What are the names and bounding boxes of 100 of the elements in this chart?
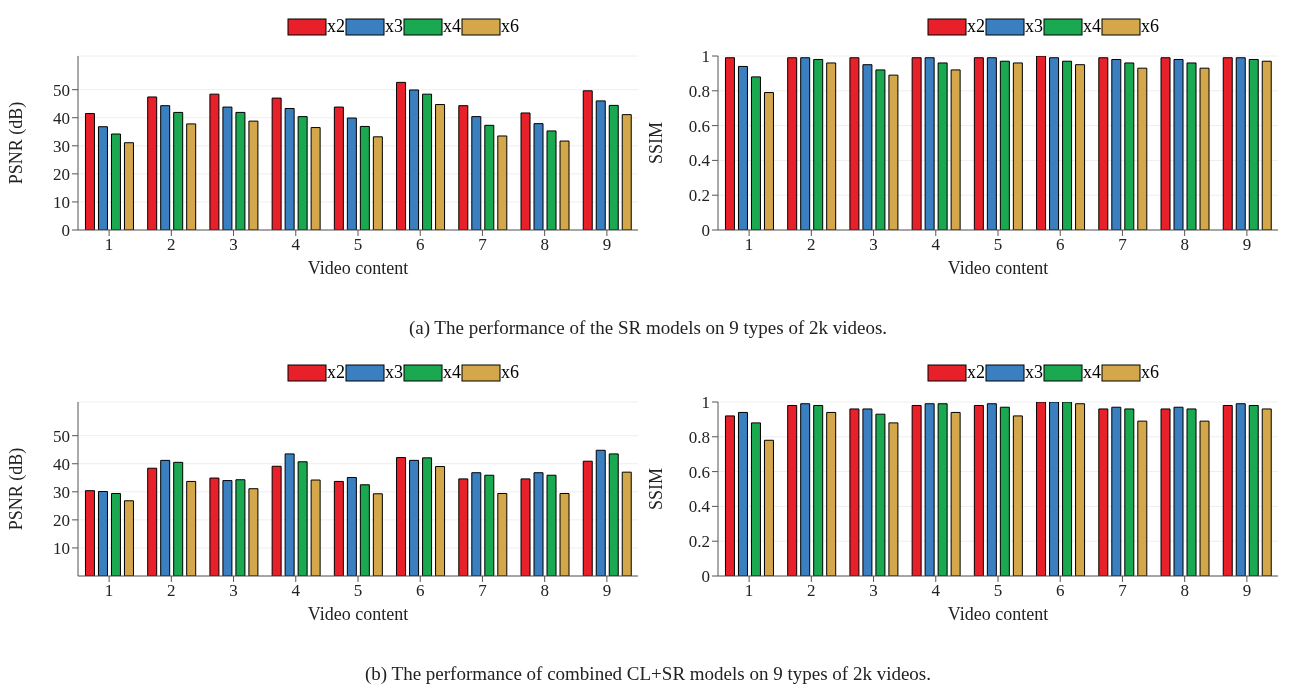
bar bbox=[160, 459, 171, 576]
bar bbox=[359, 125, 370, 230]
y-tick-label: 40 bbox=[53, 454, 70, 474]
bar bbox=[813, 404, 824, 576]
bar bbox=[1062, 60, 1073, 230]
y-tick-label: 0.8 bbox=[688, 427, 710, 447]
bar bbox=[1248, 58, 1259, 230]
bar bbox=[359, 484, 370, 576]
x-tick-label: 9 bbox=[1242, 581, 1252, 601]
bar bbox=[849, 57, 860, 230]
legend-label: x4 bbox=[443, 362, 461, 383]
bar bbox=[595, 449, 606, 576]
y-tick-label: 30 bbox=[53, 136, 70, 156]
bar bbox=[826, 62, 837, 230]
bar bbox=[737, 411, 748, 576]
x-tick-label: 6 bbox=[415, 235, 425, 255]
legend-label: x3 bbox=[385, 16, 403, 37]
bar bbox=[1160, 408, 1171, 576]
bar bbox=[973, 57, 984, 230]
legend-label: x4 bbox=[1083, 16, 1101, 37]
bar bbox=[1062, 402, 1073, 576]
x-tick-label: 7 bbox=[1118, 235, 1128, 255]
bar bbox=[1049, 402, 1060, 576]
bar bbox=[110, 133, 121, 230]
y-tick-label: 20 bbox=[53, 164, 70, 184]
bar bbox=[937, 403, 948, 576]
x-axis-title: Video content bbox=[947, 604, 1049, 624]
bar bbox=[1160, 57, 1171, 230]
bar bbox=[284, 453, 295, 576]
text: (b) The performance of combined CL+SR models on 9 types of 2k videos. bbox=[364, 663, 931, 684]
bar bbox=[422, 93, 433, 230]
y-tick-label: 0 bbox=[61, 221, 70, 241]
bar bbox=[750, 76, 761, 230]
bar bbox=[173, 111, 184, 230]
y-tick-label: 40 bbox=[53, 108, 70, 128]
bar bbox=[986, 57, 997, 230]
y-tick-label: 30 bbox=[53, 482, 70, 502]
bar bbox=[372, 493, 383, 576]
bar bbox=[800, 57, 811, 230]
x-tick-label: 3 bbox=[869, 581, 878, 601]
bar bbox=[1111, 58, 1122, 230]
x-tick-label: 4 bbox=[931, 581, 941, 601]
bar bbox=[1173, 58, 1184, 230]
legend-label: x3 bbox=[1025, 16, 1043, 37]
bar bbox=[924, 403, 935, 576]
bar bbox=[950, 411, 961, 576]
bar bbox=[1098, 408, 1109, 576]
bar bbox=[1124, 408, 1135, 576]
x-tick-label: 7 bbox=[478, 235, 488, 255]
bar bbox=[297, 116, 308, 230]
bar bbox=[147, 96, 158, 230]
bar bbox=[724, 57, 735, 230]
bar bbox=[787, 404, 798, 576]
bar bbox=[396, 81, 407, 230]
bar bbox=[497, 135, 508, 230]
y-tick-label: 0.6 bbox=[688, 116, 710, 136]
bar bbox=[123, 500, 134, 576]
bar bbox=[297, 461, 308, 576]
bar bbox=[97, 126, 108, 230]
bar bbox=[1222, 57, 1233, 230]
x-tick-label: 7 bbox=[1118, 581, 1128, 601]
bar bbox=[533, 472, 544, 576]
bar bbox=[271, 465, 282, 576]
bar bbox=[826, 411, 837, 576]
y-tick-label: 0 bbox=[701, 567, 710, 587]
y-tick-label: 0.4 bbox=[688, 151, 711, 171]
bar bbox=[924, 57, 935, 230]
bar bbox=[235, 479, 246, 576]
bar bbox=[409, 89, 420, 230]
bar bbox=[84, 490, 95, 576]
bar bbox=[186, 123, 197, 230]
bar bbox=[1012, 415, 1023, 576]
bar bbox=[862, 408, 873, 576]
x-tick-label: 6 bbox=[1055, 581, 1065, 601]
bar bbox=[409, 459, 420, 576]
bar bbox=[310, 127, 321, 230]
x-tick-label: 9 bbox=[1242, 235, 1252, 255]
y-tick-label: 1 bbox=[701, 393, 710, 413]
x-tick-label: 1 bbox=[104, 581, 114, 601]
bar bbox=[222, 480, 233, 576]
bar bbox=[621, 114, 632, 230]
bar bbox=[849, 408, 860, 576]
bar bbox=[559, 492, 570, 576]
x-tick-label: 1 bbox=[744, 581, 754, 601]
x-tick-label: 7 bbox=[478, 581, 488, 601]
bar bbox=[235, 111, 246, 230]
bar bbox=[950, 69, 961, 230]
bar bbox=[787, 57, 798, 230]
x-tick-label: 8 bbox=[1180, 581, 1189, 601]
legend-label: x6 bbox=[501, 16, 519, 37]
bar bbox=[186, 480, 197, 576]
bar bbox=[1075, 64, 1086, 230]
bar bbox=[1137, 420, 1148, 576]
legend-label: x4 bbox=[443, 16, 461, 37]
bar bbox=[875, 69, 886, 230]
bar bbox=[471, 472, 482, 576]
x-tick-label: 8 bbox=[540, 235, 549, 255]
bar bbox=[621, 471, 632, 576]
bar bbox=[484, 474, 495, 576]
bar bbox=[1173, 406, 1184, 576]
